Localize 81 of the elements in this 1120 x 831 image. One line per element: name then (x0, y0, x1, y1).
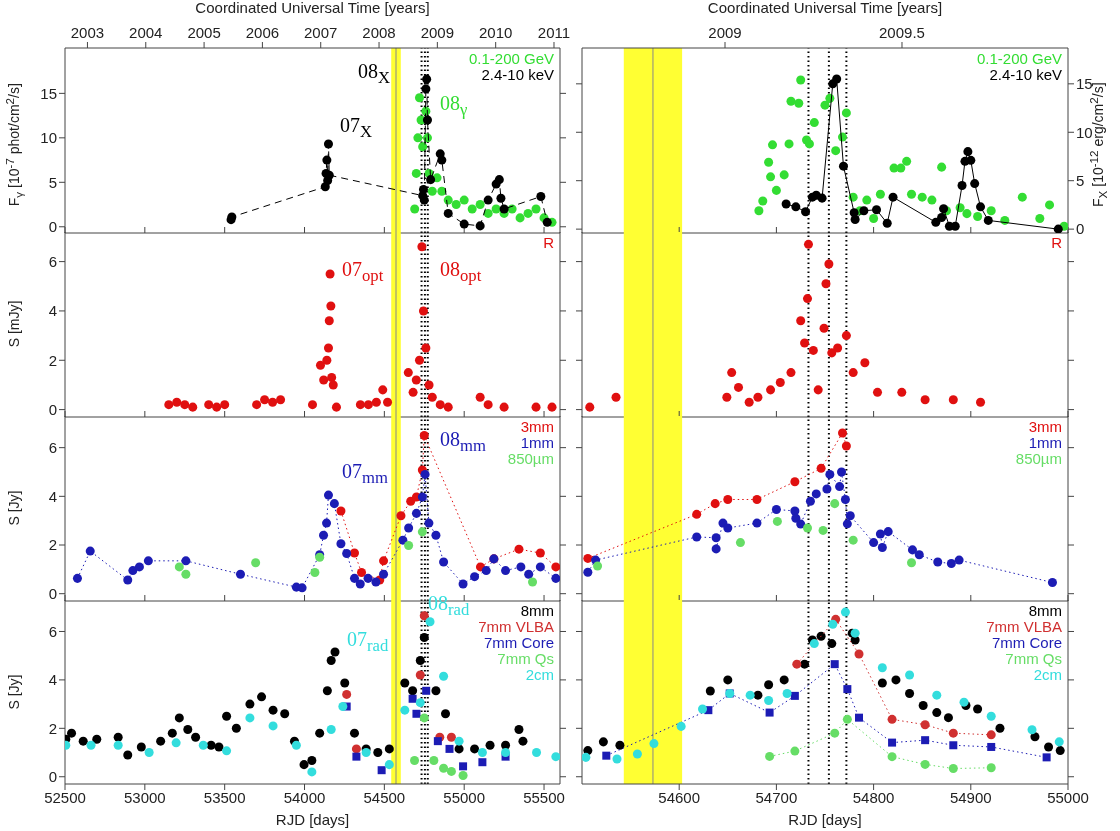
y-tick-label: 6 (48, 622, 57, 640)
annotation: 07$_{mm}$ (342, 460, 388, 487)
y-tick-label: 2 (48, 351, 57, 369)
text: 0.1-200 GeV (976, 50, 1062, 67)
x2-axis-title: Coordinated Universal Time [years] (195, 0, 430, 16)
y-tick-label: 2 (48, 536, 57, 554)
x2-tick-label: 2007 (304, 24, 338, 41)
x-tick-label: 52500 (44, 788, 86, 806)
x2-tick-label: 2004 (129, 24, 163, 41)
x-tick-label: 54600 (658, 788, 701, 806)
text: 2cm (1033, 666, 1062, 683)
x-tick-label: 54000 (283, 788, 326, 806)
text: 7mm Qs (497, 650, 554, 667)
text: 7mm VLBA (986, 618, 1062, 635)
y-tick-label: 10 (40, 129, 57, 147)
x2-tick-label: 2009 (708, 24, 742, 41)
x-tick-label: 55000 (1047, 788, 1089, 806)
y-tick-label: 0 (48, 400, 57, 418)
text: 850µm (507, 450, 554, 467)
y-axis-title: S [Jy] (6, 674, 22, 710)
x-axis-title: RJD [days] (788, 811, 862, 828)
x2-tick-label: 2010 (478, 24, 513, 41)
x2-tick-label: 2009.5 (879, 24, 925, 41)
y-tick-label: 4 (48, 671, 57, 689)
annotation: 08$_{γ}$ (440, 92, 468, 119)
x2-tick-label: 2003 (70, 24, 105, 41)
x-tick-label: 54900 (949, 788, 992, 806)
y-tick-label: 10 (1076, 123, 1093, 141)
x-tick-label: 55500 (523, 788, 565, 806)
x-axis-title: RJD [days] (275, 811, 350, 828)
x2-tick-label: 2009 (420, 24, 455, 41)
text: 7mm Core (991, 634, 1062, 651)
x-tick-label: 54800 (852, 788, 895, 806)
text: R (543, 234, 554, 251)
text: 8mm (1028, 602, 1062, 619)
y-tick-label: 0 (48, 585, 57, 603)
y-tick-label: 6 (48, 252, 57, 270)
text: 7mm VLBA (478, 618, 554, 635)
annotation: 07$_{opt}$ (342, 258, 384, 285)
text: 7mm Qs (1005, 650, 1062, 667)
text: 0.1-200 GeV (468, 50, 554, 67)
y-tick-label: 2 (48, 719, 57, 737)
y-tick-label: 15 (40, 84, 57, 102)
text: 850µm (1015, 450, 1062, 467)
y-tick-label: 0 (48, 768, 57, 786)
x-tick-label: 54500 (363, 788, 406, 806)
x2-axis-title: Coordinated Universal Time [years] (707, 0, 943, 16)
annotation: 07$_{X}$ (340, 114, 373, 141)
text: 2.4-10 keV (481, 66, 554, 83)
y-tick-label: 15 (1076, 75, 1093, 93)
annotation: 08$_{mm}$ (440, 428, 486, 455)
y-axis-title: S [Jy] (6, 490, 22, 526)
text: 8mm (520, 602, 554, 619)
annotation: 08$_{opt}$ (440, 258, 482, 285)
x-tick-label: 53500 (203, 788, 246, 806)
text: 7mm Core (483, 634, 554, 651)
x2-tick-label: 2006 (245, 24, 280, 41)
x-tick-label: 54700 (755, 788, 798, 806)
y-tick-label: 4 (48, 487, 57, 505)
x-tick-label: 53000 (123, 788, 166, 806)
y-tick-label: 5 (1076, 172, 1085, 190)
y-tick-label: 4 (48, 302, 57, 320)
y-tick-label: 0 (48, 218, 57, 236)
annotation: 08$_{X}$ (358, 60, 391, 87)
text: 3mm (1028, 418, 1062, 435)
y-tick-label: 5 (48, 173, 57, 191)
x-tick-label: 55000 (443, 788, 486, 806)
y-tick-label: 6 (48, 438, 57, 456)
x2-tick-label: 2005 (187, 24, 221, 41)
text: 1mm (520, 434, 554, 451)
text: 1mm (1028, 434, 1062, 451)
text: 2.4-10 keV (989, 66, 1062, 83)
text: R (1051, 234, 1062, 251)
annotation: 08$_{rad}$ (428, 592, 470, 619)
y-axis-title: S [mJy] (6, 300, 22, 348)
x2-tick-label: 2011 (537, 24, 571, 41)
y-tick-label: 0 (1076, 220, 1085, 238)
annotation: 07$_{rad}$ (347, 628, 389, 655)
text: 3mm (520, 418, 554, 435)
text: 2cm (525, 666, 554, 683)
x2-tick-label: 2008 (362, 24, 396, 41)
